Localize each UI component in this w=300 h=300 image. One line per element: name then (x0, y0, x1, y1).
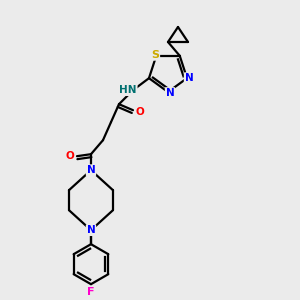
Text: N: N (87, 165, 95, 175)
Text: S: S (151, 50, 159, 60)
Text: F: F (87, 287, 95, 297)
Text: N: N (87, 225, 95, 235)
Text: O: O (136, 107, 144, 117)
Text: N: N (166, 88, 174, 98)
Text: N: N (184, 73, 194, 83)
Text: O: O (66, 151, 74, 161)
Text: HN: HN (119, 85, 137, 95)
